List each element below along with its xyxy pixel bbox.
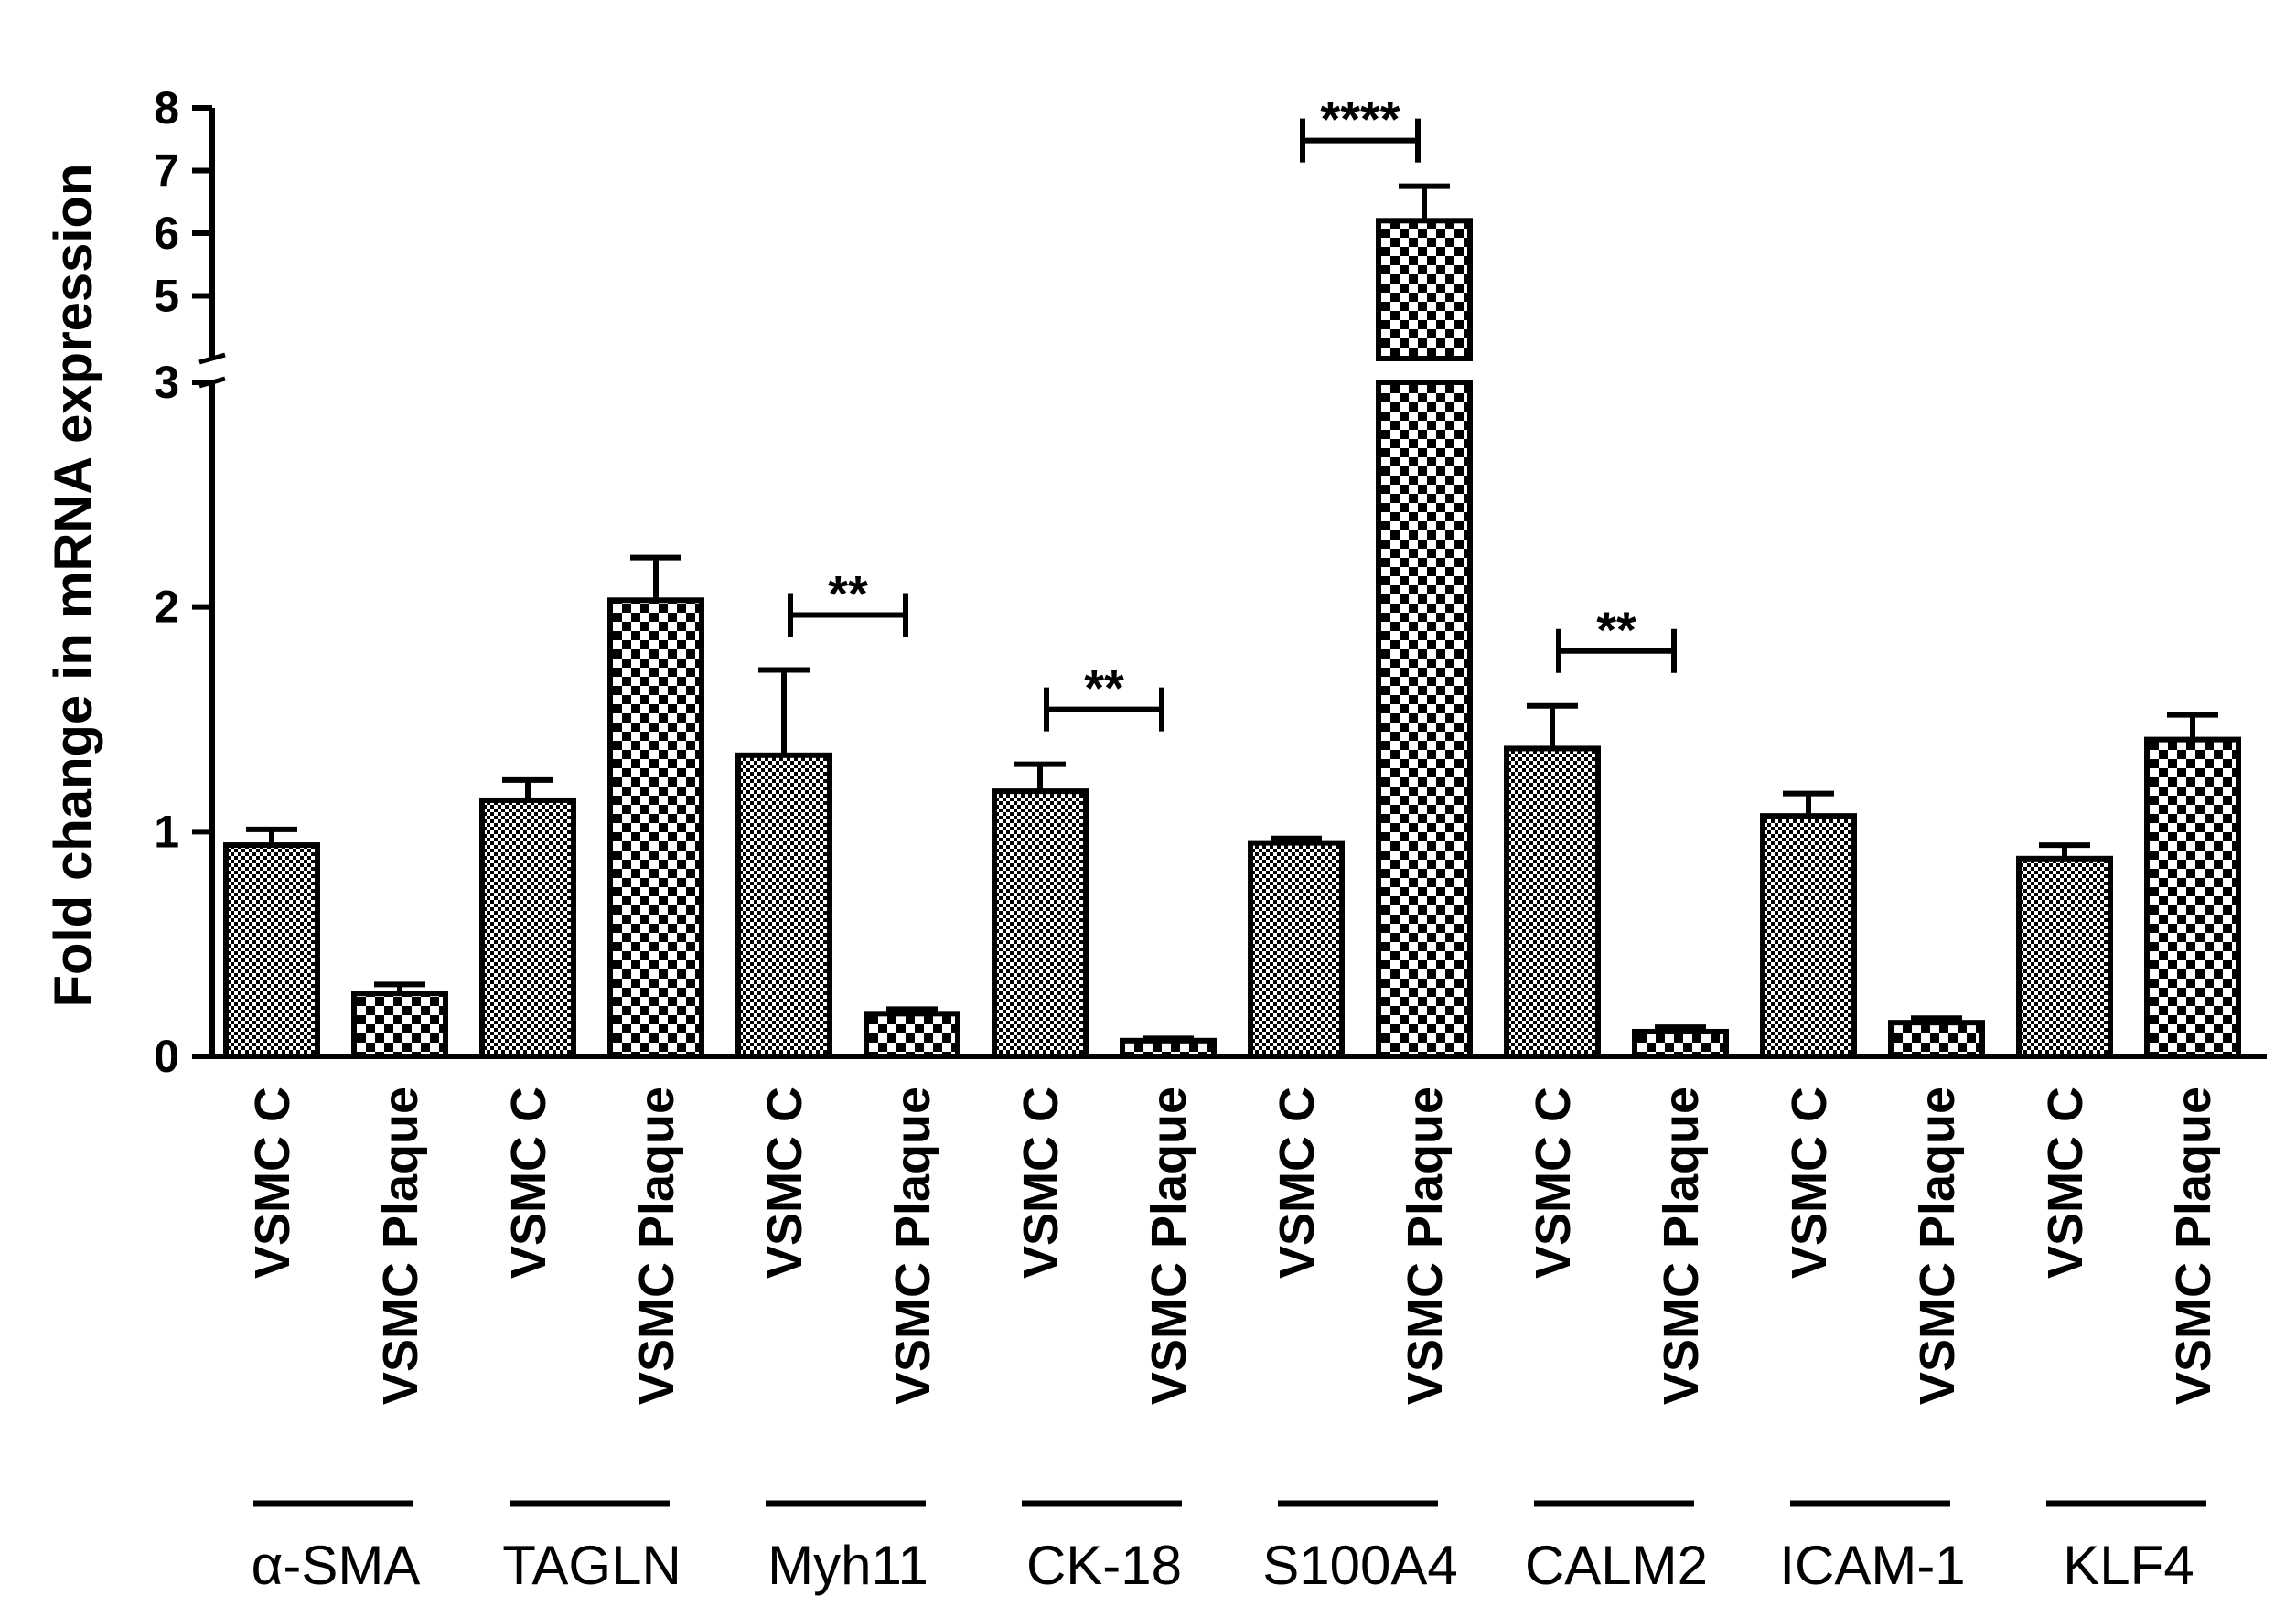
bar-TAGLN-VSMC C xyxy=(479,797,576,1059)
y-axis-break-mark-top xyxy=(198,352,226,365)
group-label-Myh11: Myh11 xyxy=(767,1535,928,1596)
group-label-CALM2: CALM2 xyxy=(1525,1535,1708,1596)
category-label: VSMC C xyxy=(1270,1087,1325,1279)
bar-α-SMA-VSMC Plaque xyxy=(351,991,448,1060)
y-tick-label: 5 xyxy=(154,271,179,322)
category-label: VSMC C xyxy=(757,1087,812,1279)
y-tick-label: 7 xyxy=(154,145,179,197)
significance-label-CK-18: ** xyxy=(1084,659,1124,717)
bar-Myh11-VSMC Plaque xyxy=(864,1011,960,1060)
significance-label-CALM2: ** xyxy=(1596,601,1636,659)
bar-CALM2-VSMC C xyxy=(1504,745,1601,1059)
category-label: VSMC Plaque xyxy=(373,1087,428,1405)
group-label-CK-18: CK-18 xyxy=(1026,1535,1182,1596)
bar-S100A4-VSMC Plaque-upper xyxy=(1376,218,1473,361)
bar-CALM2-VSMC Plaque xyxy=(1632,1028,1729,1060)
y-tick-label: 1 xyxy=(154,806,179,857)
category-labels-layer: VSMC C VSMC Plaque VSMC C VSMC Plaque VSMC C… xyxy=(245,1087,2221,1405)
bar-CK-18-VSMC C xyxy=(992,788,1089,1059)
group-label-TAGLN: TAGLN xyxy=(502,1535,681,1596)
y-tick-label: 0 xyxy=(154,1031,179,1082)
bar-TAGLN-VSMC Plaque xyxy=(607,597,704,1060)
y-tick-label: 2 xyxy=(154,582,179,633)
bar-ICAM-1-VSMC Plaque xyxy=(1888,1020,1985,1060)
y-tick-label: 3 xyxy=(154,357,179,408)
bar-S100A4-VSMC C xyxy=(1248,840,1345,1059)
group-label-ICAM-1: ICAM-1 xyxy=(1779,1535,1965,1596)
bar-break-gap xyxy=(1373,361,1475,380)
category-label: VSMC C xyxy=(2038,1087,2093,1279)
bar-ICAM-1-VSMC C xyxy=(1760,813,1857,1059)
category-label: VSMC Plaque xyxy=(2166,1087,2221,1405)
significance-label-S100A4: **** xyxy=(1320,91,1400,148)
bar-KLF4-VSMC C xyxy=(2016,855,2113,1060)
category-label: VSMC C xyxy=(1526,1087,1581,1279)
y-axis-label: Fold change in mRNA expression xyxy=(44,164,103,1008)
category-label: VSMC Plaque xyxy=(1654,1087,1709,1405)
category-label: VSMC Plaque xyxy=(1398,1087,1453,1405)
group-label-KLF4: KLF4 xyxy=(2063,1535,2194,1596)
significance-layer: ********** xyxy=(788,91,1677,732)
bar-KLF4-VSMC Plaque xyxy=(2144,736,2241,1059)
y-tick-label: 6 xyxy=(154,208,179,259)
group-label-S100A4: S100A4 xyxy=(1262,1535,1458,1596)
category-label: VSMC C xyxy=(245,1087,300,1279)
bar-α-SMA-VSMC C xyxy=(223,842,320,1059)
group-label-α-SMA: α-SMA xyxy=(252,1535,421,1596)
category-label: VSMC Plaque xyxy=(885,1087,940,1405)
bar-Myh11-VSMC C xyxy=(735,752,832,1059)
axes-layer: 0 1 2 3 5 6 7 8 xyxy=(154,82,2267,1082)
category-label: VSMC Plaque xyxy=(629,1087,684,1405)
category-label: VSMC Plaque xyxy=(1142,1087,1196,1405)
category-label: VSMC Plaque xyxy=(1910,1087,1965,1405)
significance-label-Myh11: ** xyxy=(828,564,868,622)
category-label: VSMC C xyxy=(1782,1087,1837,1279)
group-labels-layer: α-SMA TAGLN Myh11 CK-18 S100A4 CALM2 ICAM-1 KLF… xyxy=(252,1500,2206,1596)
bars-layer xyxy=(223,183,2241,1060)
category-label: VSMC C xyxy=(501,1087,556,1279)
y-tick-label: 8 xyxy=(154,82,179,134)
category-label: VSMC C xyxy=(1014,1087,1068,1279)
bar-S100A4-VSMC Plaque-lower xyxy=(1376,380,1473,1059)
